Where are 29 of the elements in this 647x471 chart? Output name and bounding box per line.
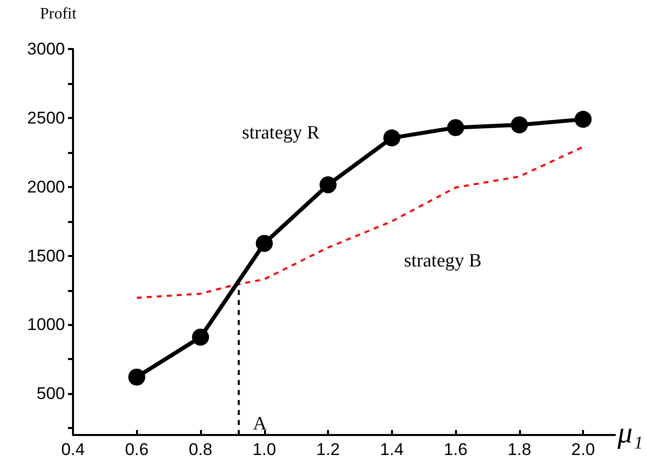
point xyxy=(192,328,210,346)
x-tick-label: 1.6 xyxy=(444,440,468,459)
annotation: A xyxy=(253,414,267,434)
x-tick-label: 0.8 xyxy=(188,440,212,459)
y-tick-label: 1500 xyxy=(27,246,65,266)
y-tick-label: 2500 xyxy=(27,108,65,128)
x-tick-label: 0.4 xyxy=(61,440,85,459)
x-tick-label: 1.2 xyxy=(316,440,340,459)
point xyxy=(256,234,273,252)
x-tick-label: 1.0 xyxy=(252,440,276,459)
y-tick-label: 1000 xyxy=(27,315,65,334)
point xyxy=(574,110,592,128)
point xyxy=(510,116,528,134)
y-axis-title: Profit xyxy=(40,6,77,22)
line-series xyxy=(136,146,584,299)
x-tick-label: 1.4 xyxy=(380,440,404,459)
point xyxy=(128,368,146,386)
x-tick-label: 1.8 xyxy=(508,440,532,459)
point xyxy=(320,176,337,194)
annotation: strategy B xyxy=(404,250,482,272)
y-tick-label: 500 xyxy=(36,384,65,404)
point xyxy=(383,129,400,146)
y-tick-label: 3000 xyxy=(27,40,65,58)
annotation: strategy R xyxy=(242,122,320,144)
x-tick-label: 2.0 xyxy=(571,440,595,459)
point xyxy=(447,119,464,136)
x-tick-label: 0.6 xyxy=(124,440,149,459)
x-axis-title: μ₁ xyxy=(616,416,644,450)
y-tick-label: 2000 xyxy=(27,177,65,196)
